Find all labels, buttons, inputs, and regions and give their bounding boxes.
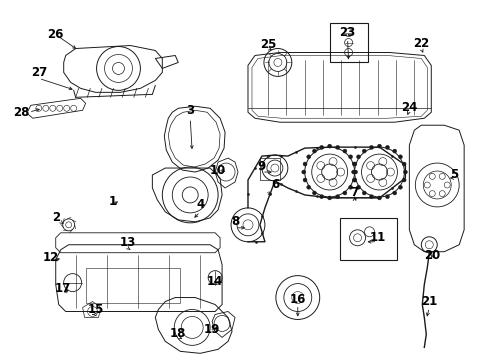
Text: 12: 12: [42, 251, 59, 264]
Circle shape: [377, 144, 381, 148]
Circle shape: [352, 178, 356, 182]
Text: 19: 19: [203, 323, 220, 336]
Circle shape: [312, 191, 316, 195]
Text: 15: 15: [87, 303, 103, 316]
Text: 28: 28: [13, 106, 29, 119]
Circle shape: [342, 191, 346, 195]
Circle shape: [377, 196, 381, 200]
Circle shape: [319, 145, 323, 149]
Circle shape: [303, 178, 306, 182]
Circle shape: [335, 195, 339, 199]
Text: 16: 16: [289, 293, 305, 306]
Text: 17: 17: [55, 282, 71, 295]
Text: 4: 4: [196, 198, 204, 211]
Circle shape: [392, 149, 396, 153]
Circle shape: [362, 149, 366, 153]
Text: 13: 13: [119, 236, 135, 249]
Circle shape: [385, 195, 388, 199]
Text: 5: 5: [449, 167, 457, 180]
Text: 10: 10: [209, 163, 226, 176]
Circle shape: [319, 195, 323, 199]
Bar: [260, 158, 279, 180]
Circle shape: [327, 196, 331, 200]
Circle shape: [351, 170, 355, 174]
Text: 21: 21: [420, 295, 436, 308]
Circle shape: [327, 144, 331, 148]
Text: 1: 1: [108, 195, 116, 208]
Text: 26: 26: [47, 28, 64, 41]
Text: 24: 24: [400, 101, 417, 114]
Circle shape: [385, 145, 388, 149]
Text: 6: 6: [270, 179, 279, 192]
Circle shape: [352, 162, 356, 166]
Text: 11: 11: [368, 231, 385, 244]
Circle shape: [369, 195, 373, 199]
Circle shape: [398, 155, 402, 159]
Circle shape: [301, 170, 305, 174]
Circle shape: [351, 178, 356, 182]
Circle shape: [306, 185, 310, 189]
Bar: [329, 23, 367, 62]
Text: 25: 25: [259, 38, 276, 51]
Text: 22: 22: [412, 37, 428, 50]
Text: 9: 9: [257, 159, 265, 172]
Circle shape: [303, 162, 306, 166]
Text: 2: 2: [52, 211, 60, 224]
Text: 27: 27: [31, 66, 47, 79]
Circle shape: [401, 162, 405, 166]
Circle shape: [356, 185, 360, 189]
Circle shape: [392, 191, 396, 195]
Circle shape: [348, 185, 352, 189]
Text: 23: 23: [339, 26, 355, 39]
Circle shape: [342, 149, 346, 153]
Circle shape: [401, 178, 405, 182]
Circle shape: [351, 162, 356, 166]
Circle shape: [312, 149, 316, 153]
Text: 7: 7: [350, 186, 358, 199]
Text: 20: 20: [423, 249, 440, 262]
Circle shape: [369, 145, 373, 149]
Text: 14: 14: [206, 275, 223, 288]
Circle shape: [403, 170, 407, 174]
Circle shape: [306, 155, 310, 159]
Circle shape: [398, 185, 402, 189]
Circle shape: [348, 155, 352, 159]
Text: 3: 3: [186, 104, 194, 117]
Circle shape: [356, 155, 360, 159]
Circle shape: [335, 145, 339, 149]
Bar: [85, 268, 180, 302]
Text: 8: 8: [230, 215, 239, 228]
Text: 18: 18: [170, 327, 186, 340]
Circle shape: [353, 170, 357, 174]
Bar: [339, 218, 397, 260]
Circle shape: [362, 191, 366, 195]
